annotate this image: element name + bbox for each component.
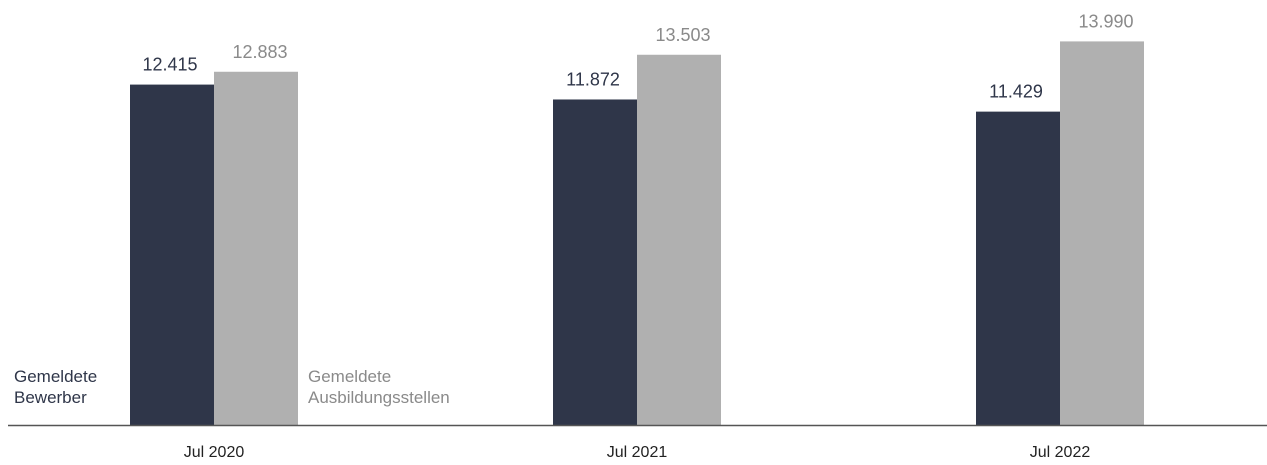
legend-layer: Gemeldete Bewerber Gemeldete Ausbildungsste… <box>14 367 450 407</box>
value-label-bewerber-2: 11.872 <box>566 69 620 89</box>
value-label-bewerber-1: 12.415 <box>142 55 197 75</box>
legend-ausbildungsstellen-line-2: Ausbildungsstellen <box>308 388 450 407</box>
bar-bewerber-2 <box>553 99 637 425</box>
value-label-ausbildungsstellen-2: 13.503 <box>655 25 710 45</box>
x-tick-labels-layer: Jul 2020 Jul 2021 Jul 2022 <box>184 444 1091 461</box>
value-label-ausbildungsstellen-3: 13.990 <box>1078 11 1133 31</box>
legend-bewerber-line-2: Bewerber <box>14 388 87 407</box>
value-label-bewerber-3: 11.429 <box>989 82 1043 102</box>
x-tick-label-1: Jul 2020 <box>184 444 245 460</box>
x-tick-label-2: Jul 2021 <box>607 444 668 460</box>
legend-bewerber-line-1: Gemeldete <box>14 367 97 386</box>
bar-ausbildungsstellen-1 <box>214 71 298 425</box>
value-labels-layer: 12.415 12.883 11.872 13.503 11.429 13.990 <box>142 11 1133 101</box>
bars-layer <box>130 41 1144 426</box>
value-label-ausbildungsstellen-1: 12.883 <box>232 42 287 62</box>
bar-bewerber-3 <box>976 111 1060 425</box>
bar-ausbildungsstellen-2 <box>637 54 721 426</box>
bar-bewerber-1 <box>130 84 214 425</box>
x-tick-label-3: Jul 2022 <box>1030 444 1091 460</box>
legend-ausbildungsstellen-line-1: Gemeldete <box>308 367 391 386</box>
bar-ausbildungsstellen-3 <box>1060 41 1144 425</box>
